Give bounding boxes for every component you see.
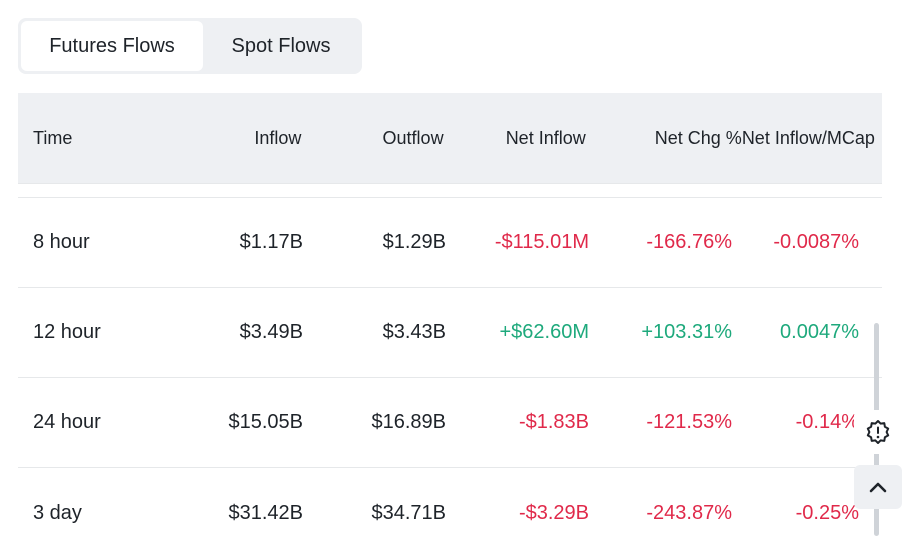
flows-table: Time Inflow Outflow Net Inflow Net Chg %… <box>18 93 882 536</box>
table-header: Time Inflow Outflow Net Inflow Net Chg %… <box>18 93 882 184</box>
table-row: 24 hour $15.05B $16.89B -$1.83B -121.53%… <box>18 378 882 468</box>
table-divider <box>18 184 882 198</box>
chevron-up-icon <box>868 480 888 494</box>
cell-net-inflow-mcap: -0.0087% <box>773 231 859 253</box>
feedback-button[interactable] <box>854 410 902 454</box>
table-row: 3 day $31.42B $34.71B -$3.29B -243.87% -… <box>18 468 882 536</box>
cell-net-chg: -243.87% <box>646 501 732 524</box>
cell-outflow: $3.43B <box>382 321 446 343</box>
cell-inflow: $1.17B <box>239 231 303 253</box>
cell-inflow: $3.49B <box>239 321 303 343</box>
cell-outflow: $1.29B <box>382 231 446 253</box>
cell-net-inflow: -$115.01M <box>494 231 589 253</box>
header-net-inflow-mcap: Net Inflow/MCap <box>741 127 875 148</box>
table-row: 8 hour $1.17B $1.29B -$115.01M -166.76% … <box>18 198 882 288</box>
cell-time: 12 hour <box>33 321 101 343</box>
header-net-chg: Net Chg % <box>654 127 742 148</box>
alert-badge-icon <box>865 419 891 445</box>
cell-inflow: $15.05B <box>228 411 303 433</box>
header-outflow: Outflow <box>382 127 444 148</box>
cell-net-inflow-mcap: -0.14% <box>795 411 859 433</box>
table-row: 12 hour $3.49B $3.43B +$62.60M +103.31% … <box>18 288 882 378</box>
header-time: Time <box>33 127 73 148</box>
cell-net-inflow: -$3.29B <box>518 501 589 524</box>
cell-net-chg: -121.53% <box>646 411 732 433</box>
cell-outflow: $16.89B <box>371 411 446 433</box>
header-net-inflow: Net Inflow <box>505 127 586 148</box>
cell-inflow: $31.42B <box>228 501 303 524</box>
cell-net-inflow: -$1.83B <box>518 411 589 433</box>
cell-outflow: $34.71B <box>371 501 446 524</box>
scroll-to-top-button[interactable] <box>854 465 902 509</box>
flows-tab-bar: Futures Flows Spot Flows <box>18 18 362 74</box>
cell-time: 3 day <box>33 501 82 524</box>
cell-net-chg: +103.31% <box>641 321 732 343</box>
cell-net-inflow: +$62.60M <box>499 321 589 343</box>
cell-time: 24 hour <box>33 411 101 433</box>
tab-spot-flows[interactable]: Spot Flows <box>231 34 331 57</box>
cell-net-inflow-mcap: 0.0047% <box>780 321 859 343</box>
cell-net-chg: -166.76% <box>646 231 732 253</box>
cell-net-inflow-mcap: -0.25% <box>795 501 859 524</box>
header-inflow: Inflow <box>254 127 302 148</box>
cell-time: 8 hour <box>33 231 90 253</box>
tab-futures-flows[interactable]: Futures Flows <box>21 21 203 71</box>
